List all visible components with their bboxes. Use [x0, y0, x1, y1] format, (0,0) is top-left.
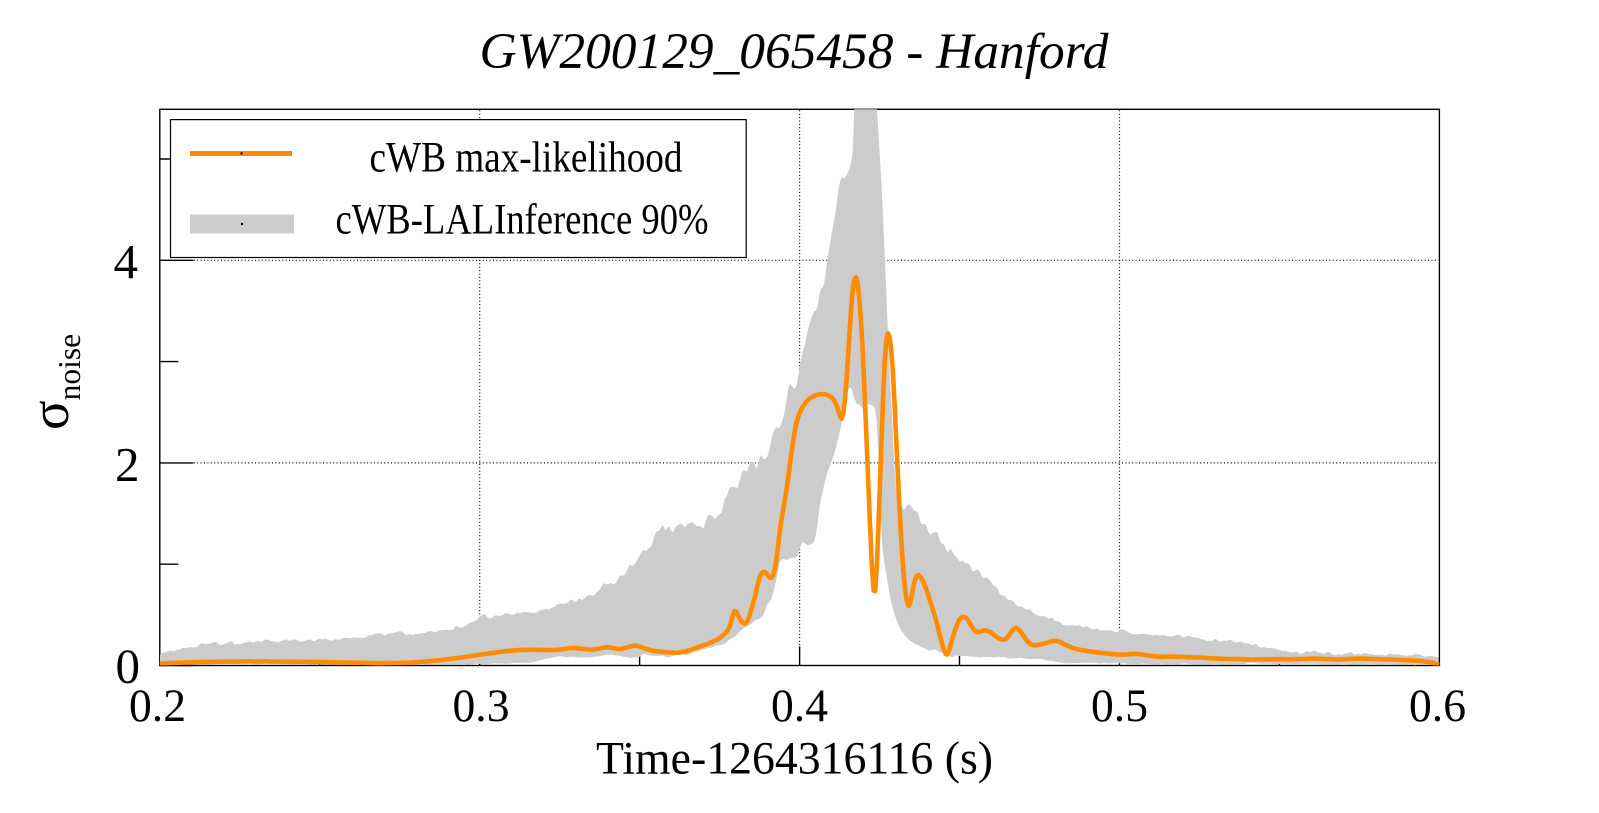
svg-text:Time-1264316116 (s): Time-1264316116 (s) [596, 733, 993, 785]
svg-text:0: 0 [116, 639, 141, 694]
svg-text:0.4: 0.4 [771, 680, 828, 732]
svg-text:0.5: 0.5 [1091, 680, 1148, 732]
svg-text:0.3: 0.3 [453, 680, 510, 732]
svg-text:2: 2 [115, 437, 140, 492]
svg-text:cWB max-likelihood: cWB max-likelihood [370, 135, 683, 182]
svg-text:0.2: 0.2 [129, 680, 186, 732]
svg-text:cWB-LALInference 90%: cWB-LALInference 90% [336, 197, 709, 244]
svg-text:0.6: 0.6 [1409, 680, 1466, 732]
svg-text:GW200129_065458 - Hanford: GW200129_065458 - Hanford [480, 24, 1109, 80]
svg-text:4: 4 [114, 234, 139, 289]
